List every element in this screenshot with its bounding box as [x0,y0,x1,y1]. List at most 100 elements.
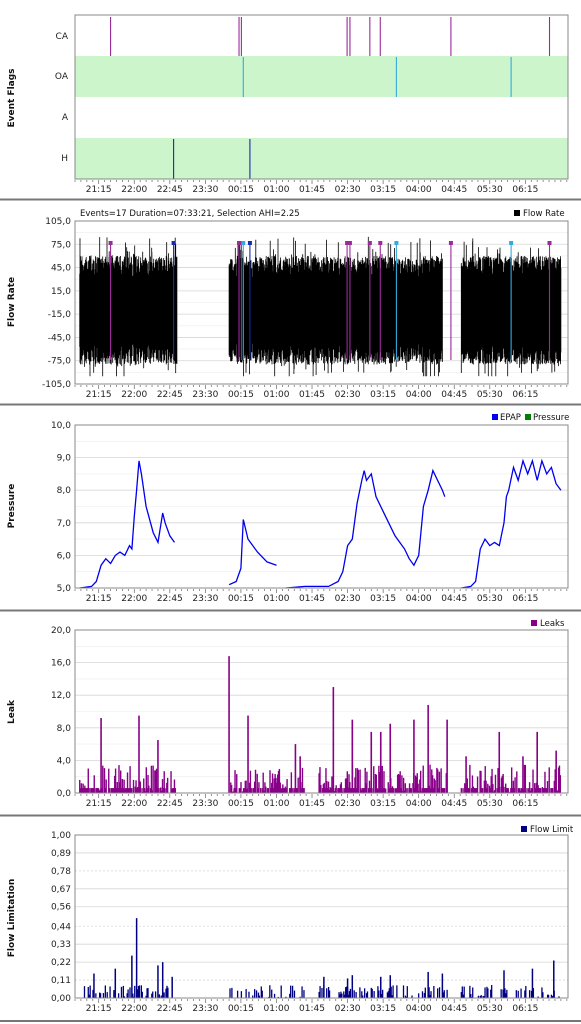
y-tick-label: 20,0 [51,626,71,636]
x-tick-label: 03:15 [370,185,396,195]
y-tick-label: 9,0 [57,454,72,464]
x-tick-label: 21:15 [86,594,112,604]
epap-series [79,458,562,589]
flow-rate-legend-label: Flow Rate [523,209,565,219]
flow-rate-x-axis: 21:15 22:00 22:45 23:30 00:15 01:00 01:45 02:30… [74,385,568,400]
x-tick-label: 22:00 [121,390,147,400]
x-tick-label: 02:30 [335,185,361,195]
x-tick-label: 01:45 [299,390,325,400]
y-tick-label: 4,0 [57,756,72,766]
x-tick-label: 04:45 [441,1004,467,1014]
x-tick-label: 06:15 [512,390,538,400]
x-tick-label: 23:30 [192,799,218,809]
y-tick-label: 0,33 [51,940,71,950]
x-tick-label: 01:45 [299,799,325,809]
flow-limitation-grid [75,852,568,981]
x-tick-label: 23:30 [192,1004,218,1014]
y-tick-label: 0,67 [51,885,71,895]
event-flags-x-axis: 21:15 22:00 22:45 23:30 00:15 01:00 01:45 02:30… [74,180,568,195]
y-tick-label: 12,0 [51,691,71,701]
y-tick-label: 15,0 [51,287,71,297]
flow-event-marker-ca [378,241,383,245]
x-tick-label: 01:00 [263,185,289,195]
flow-rate-segment [228,236,443,377]
flow-limitation-ylabel: Flow Limitation [7,879,17,958]
y-tick-label: 0,78 [51,867,71,877]
x-tick-label: 04:00 [406,594,432,604]
event-flag-marks [110,17,551,179]
x-tick-label: 03:15 [370,594,396,604]
y-tick-label: 45,0 [51,264,71,274]
flow-event-marker-oa [509,241,514,245]
flow-limitation-bars [83,918,560,998]
y-tick-label: 16,0 [51,659,71,669]
y-tick-label: 10,0 [51,421,71,431]
row-label-a: A [62,113,69,123]
y-tick-label: 0,56 [51,903,71,913]
leak-bars [79,656,562,793]
pressure-grid [75,440,568,573]
leak-y-axis: 20,0 16,0 12,0 8,0 4,0 0,0 [51,626,71,799]
flow-rate-y-axis: 105,0 75,0 45,0 15,0 -15,0 -45,0 -75,0 -105,0 [42,217,71,390]
x-tick-label: 21:15 [86,390,112,400]
x-tick-label: 06:15 [512,185,538,195]
flow-rate-header: Events=17 Duration=07:33:21, Selection A… [80,209,300,219]
x-tick-label: 06:15 [512,594,538,604]
x-tick-label: 04:00 [406,390,432,400]
flow-event-marker-ca [448,241,453,245]
x-tick-label: 22:00 [121,185,147,195]
y-tick-label: -75,0 [48,357,72,367]
pressure-legend-swatch [525,414,531,420]
x-tick-label: 21:15 [86,1004,112,1014]
x-tick-label: 00:15 [228,1004,254,1014]
flow-event-marker-oa [241,241,246,245]
y-tick-label: 8,0 [57,724,72,734]
x-tick-label: 22:00 [121,1004,147,1014]
h-row-band [75,138,568,179]
x-tick-label: 01:45 [299,1004,325,1014]
x-tick-label: 05:30 [477,594,503,604]
row-label-ca: CA [56,32,69,42]
y-tick-label: 0,11 [51,976,71,986]
pressure-legend-label: Pressure [533,413,569,423]
x-tick-label: 22:45 [157,594,183,604]
x-tick-label: 02:30 [335,594,361,604]
y-tick-label: -15,0 [48,310,72,320]
x-tick-label: 01:00 [263,799,289,809]
event-flags-ylabel: Event Flags [7,68,17,127]
flow-rate-series [79,236,562,377]
x-tick-label: 03:15 [370,799,396,809]
flow-limit-legend-swatch [521,826,527,832]
oa-row-band [75,56,568,97]
epap-line [461,458,562,589]
x-tick-label: 00:15 [228,594,254,604]
y-tick-label: 7,0 [57,519,72,529]
x-tick-label: 02:30 [335,799,361,809]
x-tick-label: 01:45 [299,185,325,195]
flow-event-marker-ca [108,241,113,245]
x-tick-label: 05:30 [477,1004,503,1014]
flow-event-marker-ca [345,241,350,245]
x-tick-label: 04:00 [406,799,432,809]
x-tick-label: 01:00 [263,594,289,604]
y-tick-label: 0,00 [51,994,71,1004]
y-tick-label: 5,0 [57,584,72,594]
x-tick-label: 03:15 [370,1004,396,1014]
x-tick-label: 22:00 [121,594,147,604]
flow-limitation-y-axis: 1,00 0,89 0,78 0,67 0,56 0,44 0,33 0,22 0,11 0,00 [51,831,71,1004]
flow-rate-ylabel: Flow Rate [7,277,17,327]
x-tick-label: 04:00 [406,1004,432,1014]
pressure-panel: EPAP Pressure Pressure 10,0 9,0 8,0 7,0 6,0 5… [0,413,581,612]
x-tick-label: 22:45 [157,1004,183,1014]
x-tick-label: 23:30 [192,185,218,195]
x-tick-label: 22:45 [157,390,183,400]
pressure-ylabel: Pressure [7,484,17,529]
x-tick-label: 04:45 [441,594,467,604]
row-label-oa: OA [55,72,69,82]
pressure-x-axis: 21:15 22:00 22:45 23:30 00:15 01:00 01:45 02:30… [74,589,568,604]
x-tick-label: 04:00 [406,185,432,195]
flow-limitation-panel: Flow Limit Flow Limitation 1,00 0,89 0,78 0… [0,825,581,1022]
flow-limit-legend-label: Flow Limit [530,825,574,835]
epap-line [285,468,446,589]
flow-limitation-x-axis: 21:15 22:00 22:45 23:30 00:15 01:00 01:45 02:30… [74,999,568,1014]
